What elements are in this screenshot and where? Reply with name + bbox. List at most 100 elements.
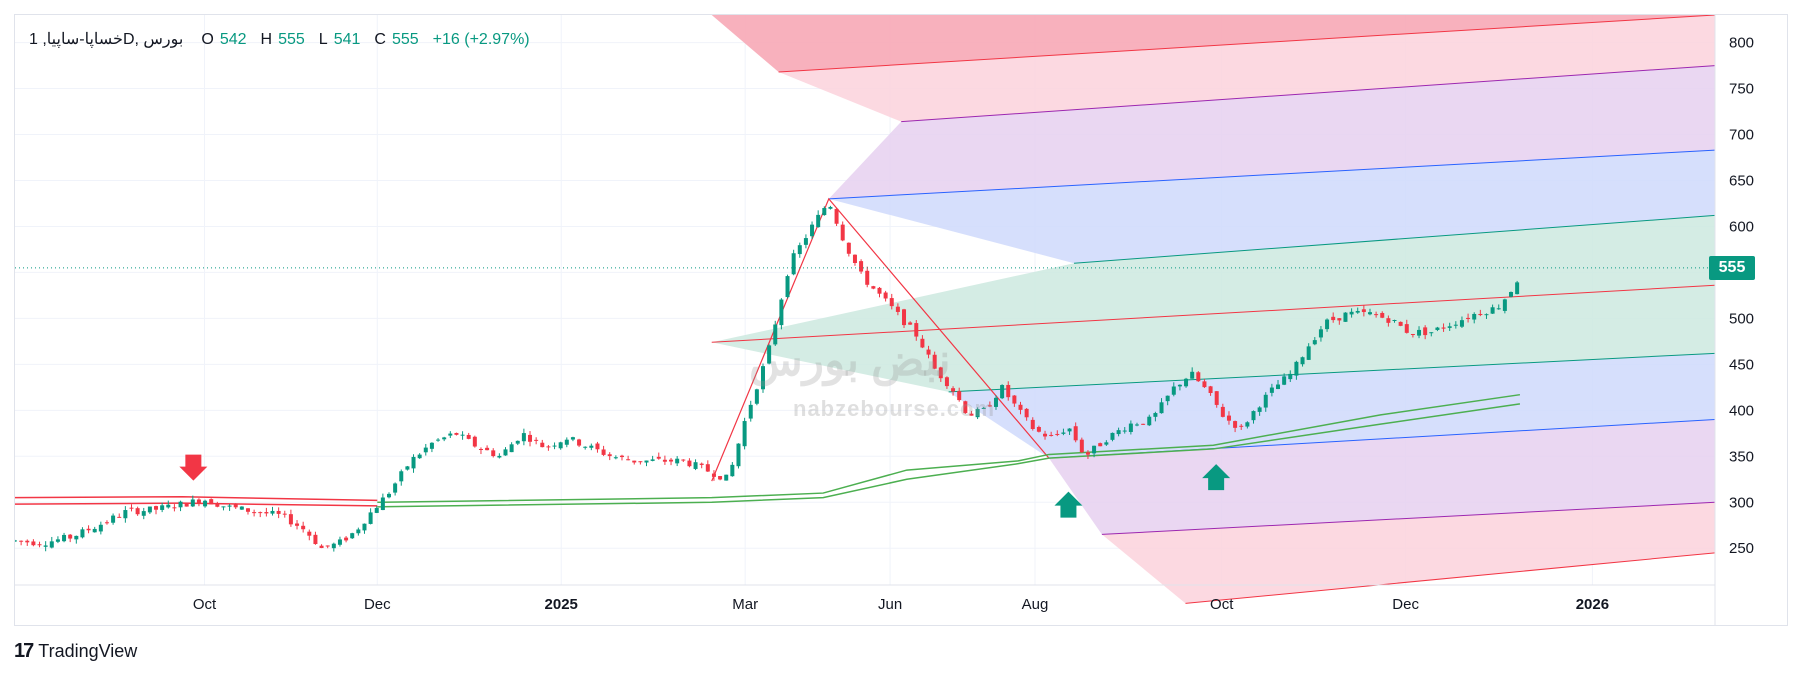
candle-body [748,404,753,419]
candle-body [1331,316,1336,321]
candle-body [521,433,526,442]
candle-body [15,540,17,542]
candle-body [491,450,496,457]
candle-body [331,543,336,549]
y-tick-label: 450 [1729,356,1754,373]
candle-body [1453,324,1458,326]
symbol-legend: خساپا-ساپیا, 1D, بورس O 542 H 555 L 541 C 55… [29,29,530,49]
candle-body [25,540,30,543]
candle-body [1190,371,1195,379]
candle-body [711,473,716,477]
candle-body [43,545,48,547]
candle-body [37,544,42,546]
candle-body [1300,357,1305,365]
candle-body [49,541,54,548]
candle-body [68,534,73,539]
fan-band-upper [711,215,1715,343]
candle-body [742,421,747,447]
candle-body [325,545,330,547]
candle-body [1030,419,1035,429]
candle-body [957,391,962,401]
fan-level-line [828,149,1716,200]
pitchfork-median-line [711,284,1716,343]
candle-body [1349,311,1354,315]
candle-body [932,354,937,369]
candle-body [276,510,281,514]
close-label: C [374,31,386,48]
low-label: L [318,31,328,48]
fan-band-lower [948,353,1715,459]
fan-level-line [1185,552,1716,604]
tradingview-brand[interactable]: TradingView [38,641,138,661]
fan-band-top [711,15,1715,72]
candle-body [779,299,784,326]
candle-body [466,434,471,439]
candle-body [62,534,67,542]
candle-body [791,253,796,275]
candle-body [895,306,900,312]
candle-body [736,443,741,467]
candle-body [1484,314,1489,316]
candle-body [564,439,569,445]
candle-body [1196,372,1201,382]
candle-body [190,499,195,507]
candle-body [123,510,128,519]
candle-body [938,367,943,379]
candle-body [987,405,992,407]
y-tick-label: 600 [1729,218,1754,235]
candle-body [963,401,968,414]
candle-body [1343,312,1348,322]
candle-body [117,516,122,518]
moving-average-line [377,403,1521,508]
candle-body [203,500,208,507]
candle-body [478,448,483,450]
candle-body [19,540,24,542]
up-arrow-marker [1202,464,1231,491]
candle-body [1079,439,1084,453]
candle-body [993,397,998,407]
x-tick-label: Dec [1392,596,1419,613]
candle-body [1024,408,1029,418]
y-tick-label: 300 [1729,494,1754,511]
candle-body [1012,395,1017,404]
candle-body [662,459,667,462]
candle-body [1245,422,1250,427]
candle-body [1325,319,1330,330]
candle-body [442,437,447,440]
candle-body [178,501,183,508]
candle-body [1251,411,1256,421]
candle-body [1122,430,1127,432]
low-value: 541 [333,31,361,48]
candle-body [1374,314,1379,316]
candle-body [650,459,655,461]
tradingview-logo-icon[interactable]: 17 [14,640,34,662]
candle-body [693,462,698,469]
x-tick-label: Oct [193,596,217,613]
chart-canvas[interactable]: 250300350400450500550600650700750800OctD… [15,15,1788,626]
candle-body [871,286,876,289]
candle-body [803,238,808,245]
candle-body [1147,416,1152,426]
y-tick-label: 250 [1729,540,1754,557]
candle-body [1386,318,1391,323]
candle-body [1398,321,1403,326]
watermark-logo: نبض بورس [749,336,951,385]
candle-body [816,214,821,228]
x-tick-label: Aug [1022,596,1049,613]
candle-body [31,541,36,546]
fan-level-line [1073,214,1716,264]
candle-body [1177,384,1182,387]
candle-body [307,531,312,536]
symbol-title[interactable]: خساپا-ساپیا, 1D, بورس [29,31,184,48]
candle-body [583,446,588,448]
candle-body [1036,426,1041,432]
last-price-badge: 555 [1709,255,1755,280]
candle-body [135,508,140,515]
chart-panel[interactable]: 250300350400450500550600650700750800OctD… [14,14,1788,626]
candle-body [485,447,490,451]
candle-body [80,529,85,538]
candle-body [1361,309,1366,313]
y-tick-label: 500 [1729,310,1754,327]
candle-body [1490,307,1495,314]
fan-level-line [1101,501,1716,535]
